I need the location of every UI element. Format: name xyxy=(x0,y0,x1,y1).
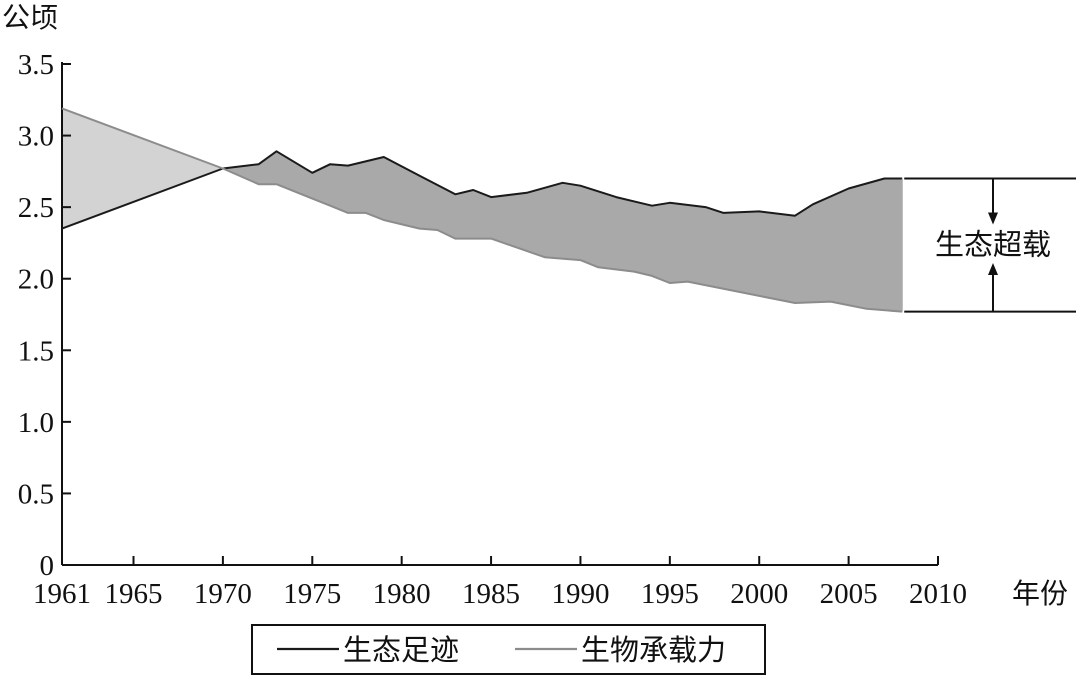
x-tick-label: 2010 xyxy=(909,578,967,610)
y-tick-label: 2.0 xyxy=(18,264,54,296)
x-tick-label: 1975 xyxy=(283,578,341,610)
legend-label-footprint: 生态足迹 xyxy=(343,633,459,667)
x-tick-label: 1961 xyxy=(33,578,91,610)
x-tick-label: 1995 xyxy=(641,578,699,610)
y-tick-label: 2.5 xyxy=(18,192,54,224)
x-tick-label: 2000 xyxy=(730,578,788,610)
x-tick-label: 2005 xyxy=(820,578,878,610)
deficit-area xyxy=(222,151,903,312)
y-tick-label: 3.0 xyxy=(18,121,54,153)
series-line-biocapacity xyxy=(61,107,903,313)
series-line-footprint xyxy=(61,150,903,230)
x-ticks: 1961 1965 1970 1975 1980 1985 1990 1995 2000 2005… xyxy=(33,556,967,610)
arrowhead-up xyxy=(988,263,998,276)
x-axis-label: 年份 xyxy=(1012,577,1068,610)
y-axis-label: 公顷 xyxy=(2,1,58,34)
legend-label-biocapacity: 生物承载力 xyxy=(581,633,726,667)
y-ticks: 0 0.5 1.0 1.5 2.0 2.5 3.0 3.5 xyxy=(18,49,71,582)
overshoot-annotation: 生态超载 xyxy=(904,177,1076,313)
x-tick-label: 1970 xyxy=(194,578,252,610)
y-tick-label: 1.5 xyxy=(18,335,54,367)
surplus-area xyxy=(62,108,223,229)
series-lines xyxy=(61,107,903,313)
y-tick-label: 1.0 xyxy=(18,407,54,439)
arrowhead-down xyxy=(988,212,998,225)
y-tick-label: 0 xyxy=(40,550,55,582)
annotation-label: 生态超载 xyxy=(935,228,1051,262)
x-tick-label: 1965 xyxy=(105,578,163,610)
y-tick-label: 3.5 xyxy=(18,49,54,81)
x-tick-label: 1990 xyxy=(551,578,609,610)
x-tick-label: 1980 xyxy=(373,578,431,610)
x-tick-label: 1985 xyxy=(462,578,520,610)
area-fills xyxy=(62,108,903,312)
y-tick-label: 0.5 xyxy=(18,478,54,510)
